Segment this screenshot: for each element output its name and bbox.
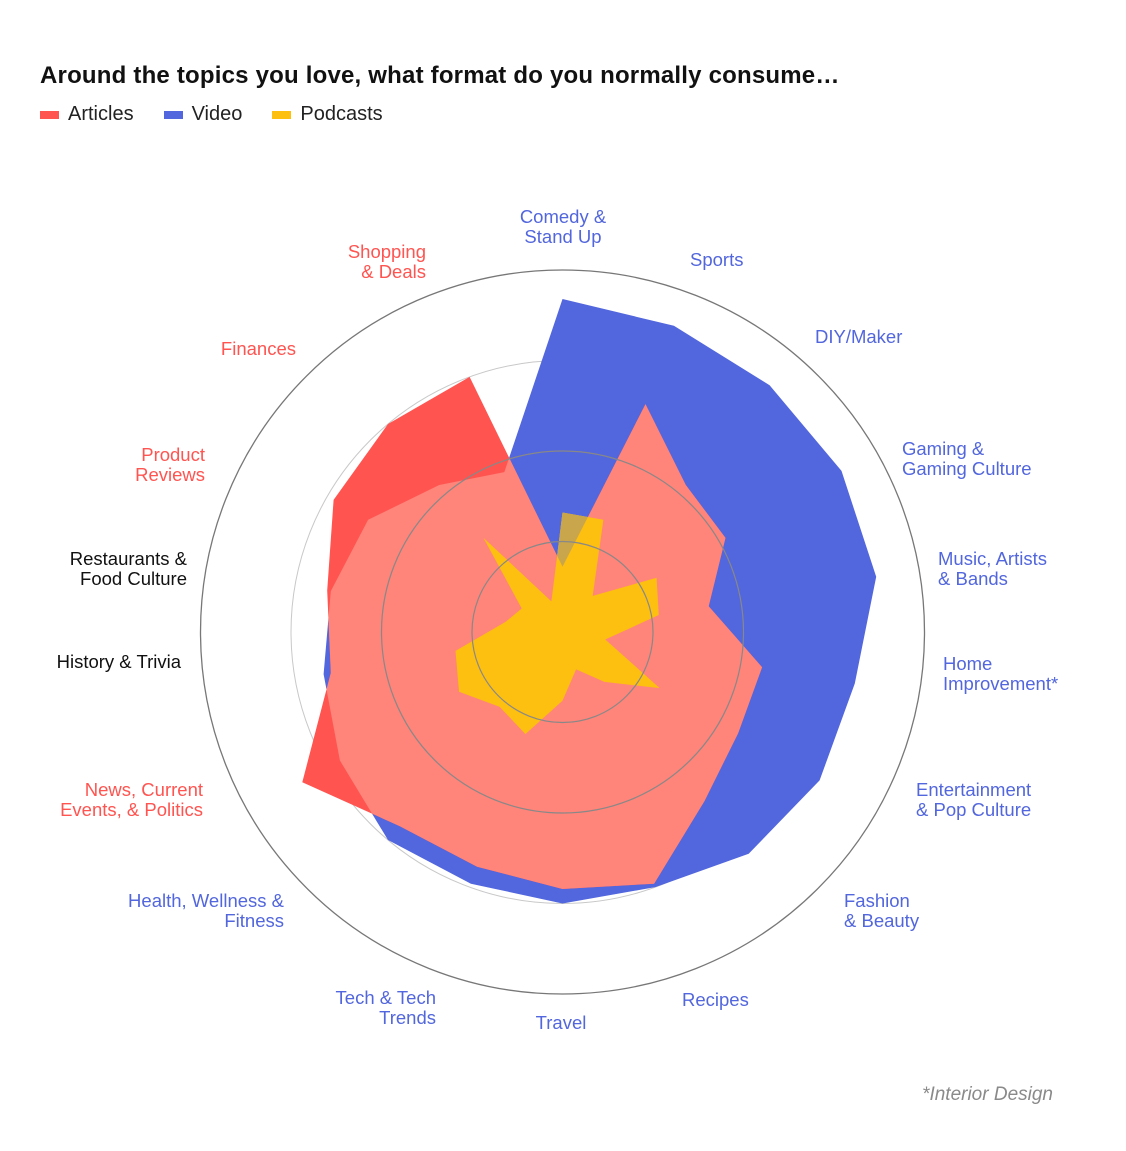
axis-label: Shopping & Deals: [348, 242, 426, 282]
axis-label-line: Restaurants &: [69, 548, 187, 569]
ring-100: [199, 269, 926, 995]
footnote: *Interior Design: [922, 1084, 1053, 1105]
axis-label-line: Sports: [690, 249, 744, 270]
axis-label-line: Shopping: [347, 241, 426, 262]
axis-label-line: Product: [141, 444, 205, 465]
axis-label-line: Tech & Tech: [335, 987, 436, 1008]
legend-swatch-articles: [40, 110, 59, 119]
legend-swatch-podcasts: [272, 110, 292, 119]
axis-label-line: Entertainment: [916, 779, 1032, 800]
axis-label-line: Trends: [379, 1007, 436, 1028]
axis-label-line: Travel: [535, 1012, 587, 1033]
axis-label-line: Music, Artists: [938, 548, 1047, 569]
axis-label: Comedy & Stand Up: [463, 207, 663, 247]
axis-label: Sports: [690, 250, 743, 270]
axis-label: DIY/Maker: [815, 327, 902, 347]
axis-label-line: Fashion: [844, 890, 910, 911]
axis-label: Travel: [461, 1013, 661, 1033]
axis-label-line: Food Culture: [80, 568, 187, 589]
axis-label: Product Reviews: [135, 445, 205, 485]
axis-label-line: Gaming &: [902, 438, 985, 459]
axis-label-line: News, Current: [84, 779, 203, 800]
axis-label-line: Finances: [220, 338, 296, 359]
legend-swatch-video: [163, 110, 183, 119]
axis-label: Health, Wellness & Fitness: [128, 891, 284, 931]
axis-label-line: Fitness: [224, 910, 284, 931]
ring-50: [380, 450, 745, 814]
axis-label: History & Trivia: [57, 652, 181, 672]
axis-label-line: Health, Wellness &: [128, 890, 284, 911]
axis-label: Fashion & Beauty: [844, 891, 919, 931]
legend-label: Video: [191, 103, 243, 125]
axis-label-line: Improvement*: [943, 673, 1059, 694]
axis-label: Tech & Tech Trends: [336, 988, 436, 1028]
axis-label-line: Recipes: [682, 989, 749, 1010]
ring-25: [471, 540, 654, 724]
legend-item-video: Video: [163, 103, 243, 126]
axis-label-line: History & Trivia: [56, 651, 181, 672]
legend-item-articles: Articles: [40, 103, 134, 126]
axis-label: Home Improvement*: [943, 654, 1058, 694]
axis-label-line: Stand Up: [524, 226, 602, 247]
axis-label-line: DIY/Maker: [815, 326, 903, 347]
legend-label: Articles: [68, 103, 134, 125]
chart-title: Around the topics you love, what format …: [40, 62, 840, 89]
legend: Articles Video Podcasts: [40, 103, 383, 126]
axis-label: News, Current Events, & Politics: [60, 780, 203, 820]
axis-label: Restaurants & Food Culture: [70, 549, 187, 589]
legend-item-podcasts: Podcasts: [272, 103, 383, 126]
axis-label-line: Events, & Politics: [60, 799, 203, 820]
axis-label-line: & Deals: [361, 261, 426, 282]
podcasts-video-overlap: [455, 512, 660, 735]
axis-label-line: Comedy &: [519, 206, 607, 227]
axis-label: Entertainment & Pop Culture: [916, 780, 1031, 820]
axis-label-line: & Bands: [938, 568, 1008, 589]
axis-label-line: Reviews: [135, 464, 205, 485]
axis-label: Music, Artists & Bands: [938, 549, 1047, 589]
axis-label: Gaming & Gaming Culture: [902, 439, 1032, 479]
axis-label-line: Gaming Culture: [902, 458, 1032, 479]
axis-label-line: & Pop Culture: [916, 799, 1032, 820]
legend-label: Podcasts: [300, 103, 383, 125]
axis-label-line: Home: [943, 653, 993, 674]
axis-label: Finances: [221, 339, 296, 359]
axis-label: Recipes: [682, 990, 749, 1010]
axis-label-line: & Beauty: [844, 910, 920, 931]
